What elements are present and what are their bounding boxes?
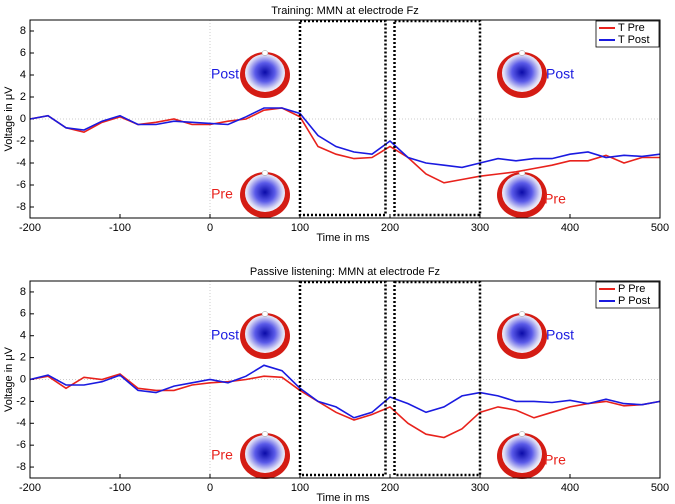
annotation: Post (546, 66, 574, 82)
x-tick-label: -200 (19, 222, 41, 234)
topo-head (502, 174, 542, 212)
x-tick-label: 300 (471, 222, 489, 234)
y-tick-label: -2 (16, 135, 26, 147)
y-tick-label: -4 (16, 157, 26, 169)
x-tick-label: 200 (381, 222, 399, 234)
legend-label: P Post (618, 295, 650, 307)
topomap (240, 431, 290, 479)
y-tick-label: -8 (16, 461, 26, 473)
annotation: Post (546, 327, 574, 343)
topo-nose (261, 170, 269, 176)
chart-title: Passive listening: MMN at electrode Fz (250, 266, 440, 278)
x-tick-label: 300 (471, 482, 489, 494)
x-tick-label: -100 (109, 222, 131, 234)
x-tick-label: 0 (207, 482, 213, 494)
topo-head (502, 435, 542, 473)
y-axis-label: Voltage in μV (3, 86, 15, 152)
annotation: Pre (544, 452, 566, 468)
x-tick-label: 100 (291, 482, 309, 494)
chart-title: Training: MMN at electrode Fz (271, 5, 419, 17)
topomap (497, 50, 547, 98)
y-tick-label: 0 (20, 113, 26, 125)
topo-nose (518, 311, 526, 317)
y-tick-label: -8 (16, 201, 26, 213)
topo-head (245, 54, 285, 92)
legend-box (595, 20, 660, 48)
topo-head (245, 315, 285, 353)
topomap (497, 311, 547, 359)
legend-box (595, 281, 660, 309)
y-tick-label: 2 (20, 352, 26, 364)
topo-nose (518, 50, 526, 56)
y-tick-label: 0 (20, 373, 26, 385)
x-tick-label: 500 (651, 222, 669, 234)
x-axis-label: Time in ms (316, 492, 370, 504)
time-window (393, 19, 482, 217)
y-tick-label: -6 (16, 179, 26, 191)
topomap (497, 431, 547, 479)
x-tick-label: -200 (19, 482, 41, 494)
y-tick-label: 6 (20, 47, 26, 59)
legend-label: P Pre (618, 283, 645, 295)
x-tick-label: -100 (109, 482, 131, 494)
x-tick-label: 100 (291, 222, 309, 234)
annotation: Pre (544, 191, 566, 207)
annotation: Pre (211, 447, 233, 463)
annotation: Post (211, 66, 239, 82)
topo-head (502, 315, 542, 353)
topo-nose (261, 311, 269, 317)
y-tick-label: -4 (16, 417, 26, 429)
x-tick-label: 500 (651, 482, 669, 494)
time-window (298, 19, 387, 217)
series-line (29, 364, 661, 419)
topo-head (502, 54, 542, 92)
x-tick-label: 200 (381, 482, 399, 494)
series-line (29, 107, 661, 169)
y-axis-label: Voltage in μV (3, 346, 15, 412)
time-window (298, 280, 387, 477)
y-tick-label: 4 (20, 330, 26, 342)
y-tick-label: 2 (20, 91, 26, 103)
topomap (240, 170, 290, 218)
annotation: Post (211, 327, 239, 343)
y-tick-label: 8 (20, 25, 26, 37)
y-tick-label: -2 (16, 395, 26, 407)
x-tick-label: 400 (561, 482, 579, 494)
plot-frame (29, 19, 661, 219)
x-tick-label: 400 (561, 222, 579, 234)
topo-nose (518, 431, 526, 437)
topo-nose (261, 431, 269, 437)
topomap (240, 311, 290, 359)
x-tick-label: 0 (207, 222, 213, 234)
topomap (240, 50, 290, 98)
time-window (393, 280, 482, 477)
y-tick-label: 8 (20, 286, 26, 298)
y-tick-label: 4 (20, 69, 26, 81)
annotation: Pre (211, 186, 233, 202)
topo-nose (261, 50, 269, 56)
legend-label: T Post (618, 34, 650, 46)
x-axis-label: Time in ms (316, 232, 370, 244)
plot-frame (29, 280, 661, 479)
topo-head (245, 435, 285, 473)
legend-label: T Pre (618, 22, 645, 34)
y-tick-label: -6 (16, 439, 26, 451)
topo-head (245, 174, 285, 212)
series-line (29, 373, 661, 439)
y-tick-label: 6 (20, 308, 26, 320)
